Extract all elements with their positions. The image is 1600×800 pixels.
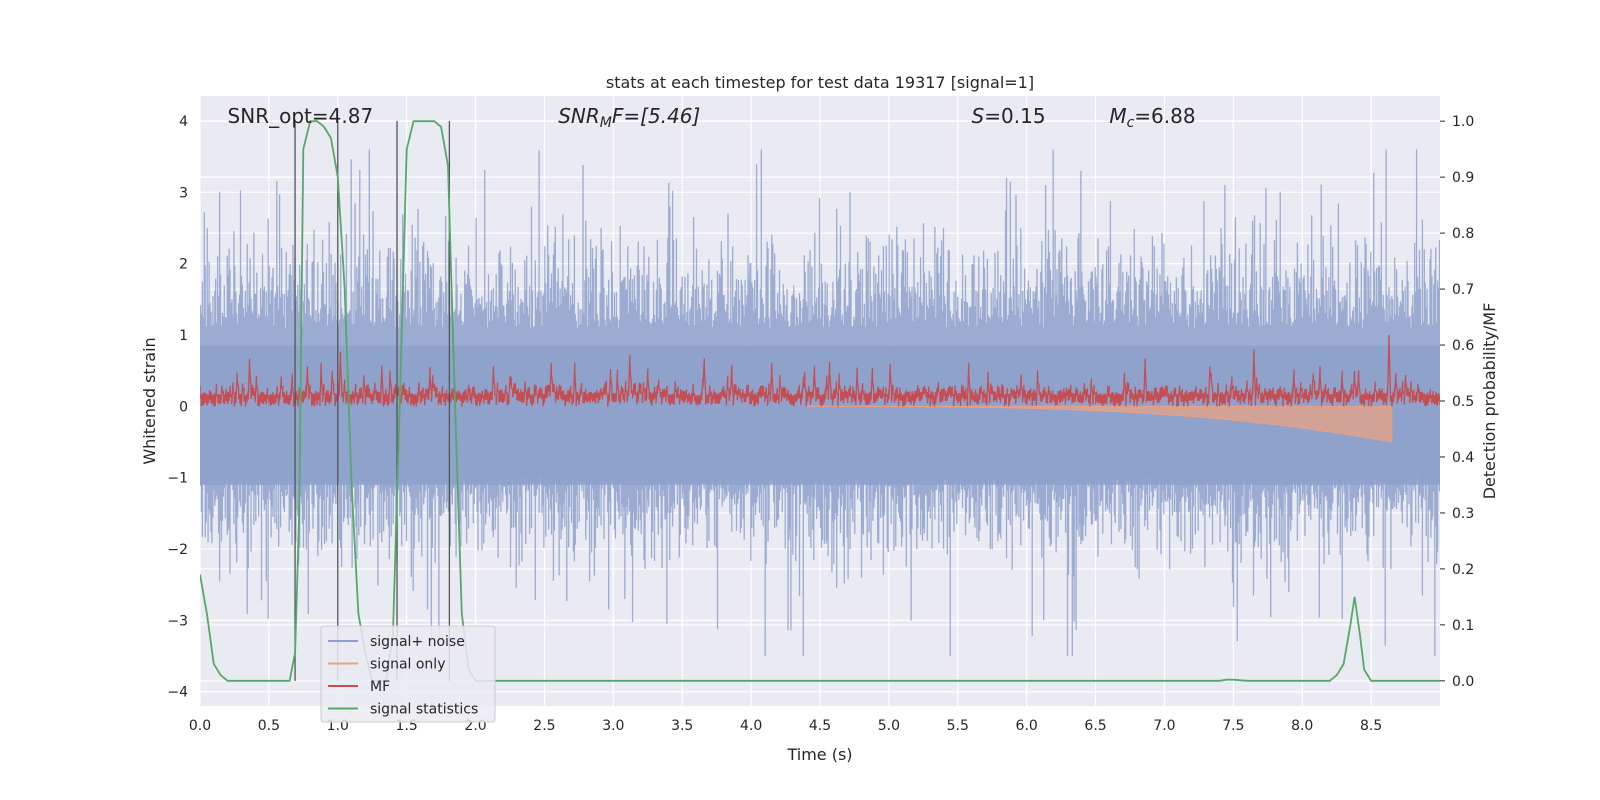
x-tick-label: 6.5 (1084, 718, 1106, 734)
y-right-tick-label: 0.3 (1452, 506, 1474, 522)
annotation-text: SNRMF=[5.46] (558, 104, 700, 131)
annotation-text: S=0.15 (972, 104, 1046, 128)
y-left-tick-label: −3 (167, 613, 188, 629)
legend-box (320, 625, 496, 723)
legend-label: signal+ noise (370, 634, 465, 650)
y-right-tick-label: 0.1 (1452, 618, 1474, 634)
x-tick-label: 3.0 (602, 718, 624, 734)
y-left-tick-labels: 4 3 2 1 0 −1 −2 −3 −4 (167, 114, 188, 701)
y-right-tick-label: 0.8 (1452, 226, 1474, 242)
series-mf (200, 334, 1440, 407)
legend-label: signal only (370, 657, 445, 673)
annotation-text: Mc=6.88 (1109, 104, 1195, 131)
legend: signal+ noise signal only MF signal statist… (320, 625, 496, 723)
x-tick-label: 6.0 (1016, 718, 1038, 734)
y-right-tick-label: 0.6 (1452, 338, 1474, 354)
x-tick-label: 2.5 (533, 718, 555, 734)
y-axis-label-left: Whitened strain (140, 337, 159, 464)
signal-statistics-line (200, 120, 1440, 682)
annotation-text: SNR_opt=4.87 (228, 104, 374, 128)
y-right-tick-label: 0.9 (1452, 170, 1474, 186)
y-right-tick-label: 0.7 (1452, 282, 1474, 298)
series-signal-statistics (200, 120, 1440, 682)
y-right-tick-labels: 1.0 0.9 0.8 0.7 0.6 0.5 0.4 0.3 0.2 0.1 0.0 (1440, 114, 1474, 690)
x-tick-label: 3.5 (671, 718, 693, 734)
x-tick-label: 5.5 (947, 718, 969, 734)
series-signal-only (805, 405, 1393, 443)
legend-label: MF (370, 679, 390, 695)
x-tick-label: 8.0 (1291, 718, 1313, 734)
y-right-tick-label: 0.4 (1452, 450, 1474, 466)
y-left-tick-label: 4 (179, 114, 188, 130)
y-right-tick-label: 0.5 (1452, 394, 1474, 410)
x-tick-label: 8.5 (1360, 718, 1382, 734)
x-tick-label: 5.0 (878, 718, 900, 734)
chart-title: stats at each timestep for test data 193… (606, 73, 1034, 92)
y-left-tick-label: 0 (179, 399, 188, 415)
y-left-tick-label: 1 (179, 328, 188, 344)
annotations: SNR_opt=4.87 SNRMF=[5.46] S=0.15 Mc=6.88 (228, 104, 1196, 131)
x-tick-label: 4.0 (740, 718, 762, 734)
y-left-tick-label: 2 (179, 257, 188, 273)
y-right-tick-label: 0.0 (1452, 674, 1474, 690)
y-left-tick-label: 3 (179, 185, 188, 201)
y-left-tick-label: −1 (167, 471, 188, 487)
x-tick-label: 7.0 (1153, 718, 1175, 734)
y-right-tick-label: 0.2 (1452, 562, 1474, 578)
x-tick-label: 0.5 (258, 718, 280, 734)
mf-line (200, 334, 1440, 407)
y-left-tick-label: −4 (167, 685, 188, 701)
y-axis-label-right: Detection probability/MF (1480, 303, 1499, 500)
x-axis-label: Time (s) (786, 745, 852, 764)
legend-label: signal statistics (370, 702, 478, 718)
x-tick-label: 7.5 (1222, 718, 1244, 734)
x-tick-label: 4.5 (809, 718, 831, 734)
signal-only-line (805, 405, 1393, 443)
x-tick-label: 0.0 (189, 718, 211, 734)
y-right-tick-label: 1.0 (1452, 114, 1474, 130)
y-left-tick-label: −2 (167, 542, 188, 558)
